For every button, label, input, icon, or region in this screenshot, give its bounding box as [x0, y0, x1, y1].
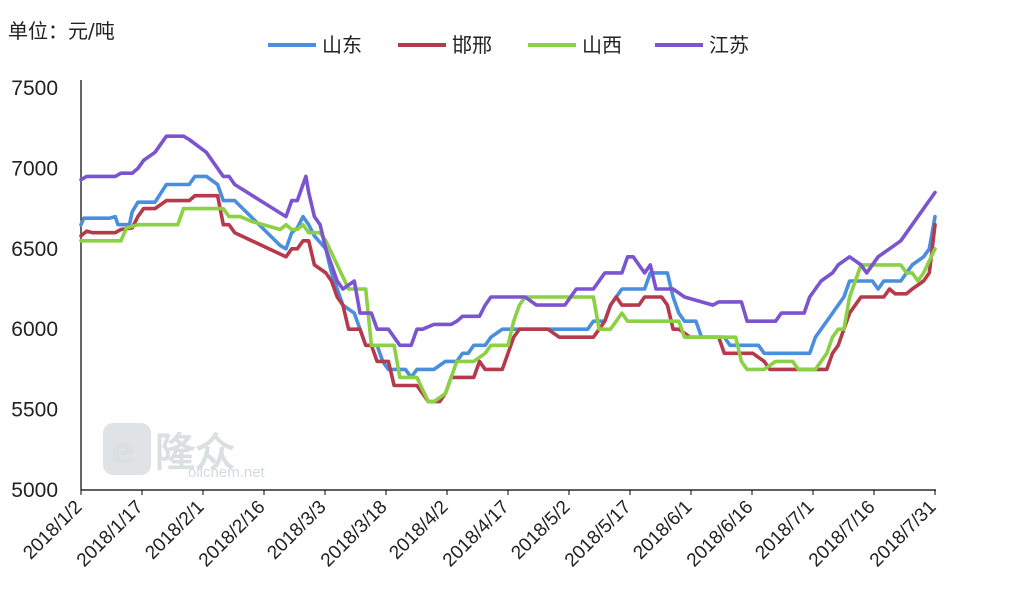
series-line: [79, 193, 937, 404]
y-tick-label: 5500: [11, 399, 58, 422]
legend-label: 江苏: [709, 33, 749, 57]
legend: 山东 邯邢 山西 江苏: [268, 33, 749, 57]
series-line: [79, 174, 937, 380]
unit-label: 单位：元/吨: [8, 19, 115, 43]
y-tick-label: 5000: [11, 479, 58, 502]
x-tick-label: 2018/3/18: [317, 497, 392, 572]
svg-text:e: e: [111, 431, 135, 472]
series-lines: [79, 134, 937, 404]
y-tick-label: 6000: [11, 318, 58, 341]
legend-label: 山西: [582, 33, 622, 57]
series-line: [79, 206, 937, 404]
series-line: [79, 134, 937, 348]
x-tick-label: 2018/7/31: [866, 497, 941, 572]
watermark-logo-text: 隆众: [155, 430, 235, 476]
watermark-site: oilchem.net: [188, 464, 266, 481]
y-tick-label: 7000: [11, 157, 58, 180]
x-tick-label: 2018/2/16: [195, 497, 270, 572]
x-tick-label: 2018/4/17: [439, 497, 514, 572]
y-tick-labels: 5000 5500 6000 6500 7000 7500: [11, 77, 58, 502]
y-tick-label: 6500: [11, 238, 58, 261]
x-tick-labels: 2018/1/22018/1/172018/2/12018/2/162018/3…: [19, 490, 941, 572]
legend-label: 山东: [322, 33, 362, 57]
x-tick-label: 2018/1/17: [73, 497, 148, 572]
x-tick-label: 2018/5/17: [561, 497, 636, 572]
watermark-logo: e 隆众 oilchem.net: [103, 423, 266, 481]
legend-label: 邯邢: [452, 33, 492, 57]
x-tick-label: 2018/6/16: [683, 497, 758, 572]
y-tick-label: 7500: [11, 77, 58, 100]
